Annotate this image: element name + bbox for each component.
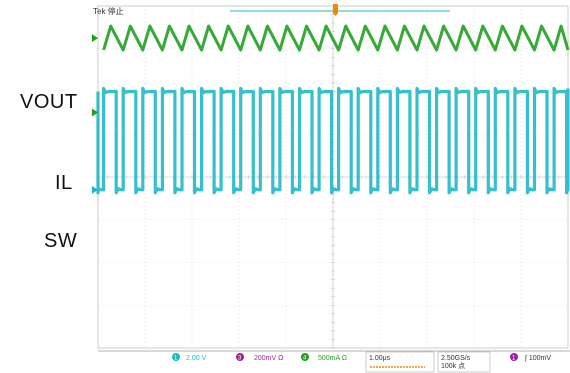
trace-sw (96, 86, 570, 195)
trigger-position-icon (333, 4, 338, 16)
trigger-level: ∫ 100mV (524, 355, 551, 362)
ch3-badge-icon (236, 353, 244, 361)
ch4-scale: 500mA Ω (318, 355, 347, 362)
status-bar: 1 2.00 V 3 200mV Ω 4 500mA Ω 1.00μs 2.50… (98, 350, 570, 373)
channel-marker-il-icon (92, 34, 98, 43)
ch1-badge-icon (172, 353, 180, 361)
mode-text: Tek 停止 (93, 6, 124, 16)
trace-label-sw: SW (44, 230, 78, 252)
svg-text:3: 3 (238, 356, 242, 362)
svg-text:1: 1 (512, 356, 516, 362)
trace-il (102, 24, 570, 52)
ch1-scale: 2.00 V (186, 355, 207, 362)
ch3-scale: 200mV Ω (254, 355, 283, 362)
trace-label-il: IL (55, 172, 73, 194)
trigger-badge-icon (510, 353, 518, 361)
svg-text:1: 1 (174, 356, 178, 362)
record-length: 100k 点 (441, 362, 465, 370)
ground-marker-icon (92, 108, 98, 117)
channel-marker-sw-icon (92, 185, 98, 194)
channel-markers (92, 34, 98, 194)
sample-rate: 2.50GS/s (441, 355, 471, 362)
trace-label-vout: VOUT (20, 91, 78, 113)
ch4-badge-icon (301, 353, 309, 361)
waveform-traces (96, 24, 570, 195)
svg-text:4: 4 (303, 356, 307, 362)
timebase: 1.00μs (369, 355, 391, 362)
